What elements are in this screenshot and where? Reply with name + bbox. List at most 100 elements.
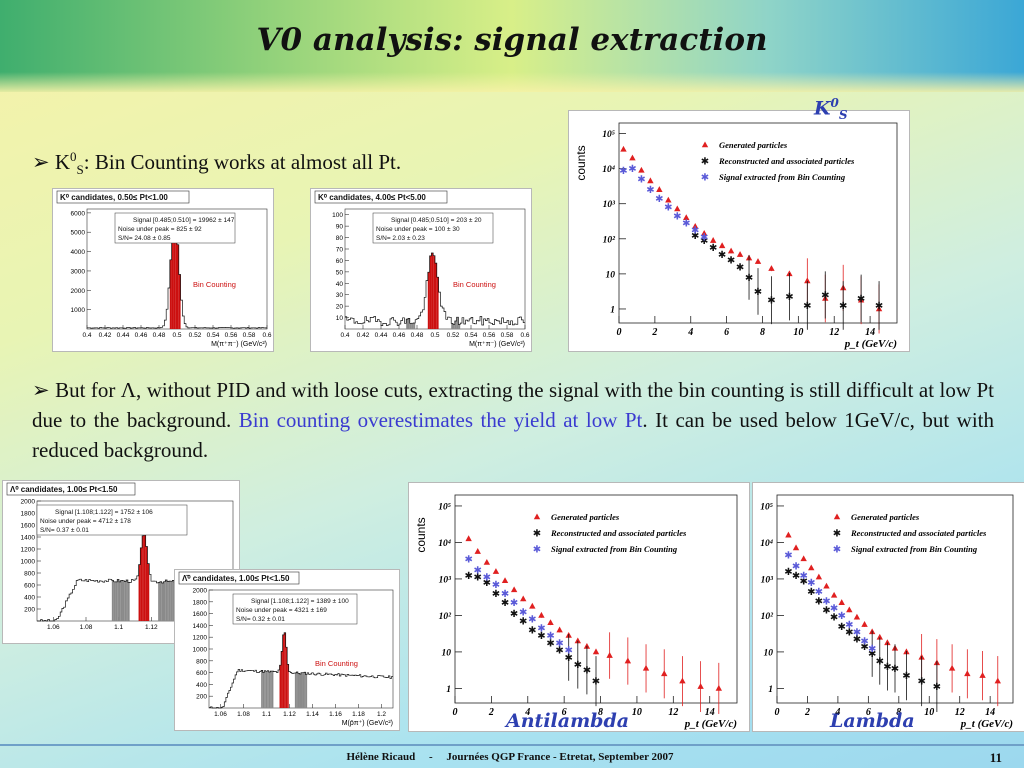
y-tick-label: 400 [24,595,35,602]
hist-bin [115,581,118,621]
x-tick-label: 1.08 [237,711,250,718]
y-tick-label: 1400 [21,535,36,542]
data-point: ✱ [474,565,482,576]
data-point: ✱ [860,636,868,647]
data-point: ✱ [546,631,554,642]
lambda-spectrum-plot: 1 10 10² 10³ 10⁴ 10⁵ 0 2 4 6 8 10 12 14 p_t (GeV/c) Gen… [752,482,1024,732]
footer-text: Hélène Ricaud - Journées QGP France - Et… [300,751,720,763]
data-point: ✱ [838,611,846,622]
x-tick-label: 0.52 [189,332,202,339]
hist-bin [171,231,174,329]
data-point: ✱ [646,185,654,196]
y-tick-label: 2000 [193,588,208,595]
hist-bin [296,671,298,708]
data-point: ✱ [533,545,541,556]
hist-bin [173,216,176,329]
data-point [647,177,654,184]
hist-bin [436,277,439,329]
data-point: ✱ [839,301,847,312]
data-point [492,568,500,574]
data-point: ✱ [830,613,838,624]
data-point: ✱ [933,682,941,693]
data-point [754,258,762,264]
hist-title-box [314,190,448,204]
data-point [853,613,861,620]
hist-bin [117,579,119,621]
data-point [700,230,708,236]
data-point: ✱ [691,226,699,237]
data-point: ✱ [718,250,726,261]
k0s-spectrum-plot: 1 10 10² 10³ 10⁴ 10⁵ 0 2 4 6 8 10 12 14 counts p_t (GeV… [568,110,910,352]
data-point [656,186,663,192]
data-point [679,677,686,684]
data-point [629,154,636,161]
y-tick-label: 4000 [71,249,86,256]
x-tick-label: 0.46 [393,332,406,339]
data-point: ✱ [799,576,807,587]
data-point [674,205,681,212]
spectrum-frame [776,494,1014,704]
spectrum-frame [618,122,898,324]
bullet-arrow-icon: ➢ [32,378,50,402]
data-point [736,251,744,257]
x-tick-label: 1.12 [145,624,158,631]
data-point [792,544,800,551]
y-tick-label: 10³ [603,200,616,210]
hist-stats-line: S/N= 0.32 ± 0.01 [236,616,285,623]
antilambda-histogram: Λ̄⁰ candidates, 1.00≤ Pt<1.50 200 400 600 80… [174,569,400,731]
data-point [465,535,472,542]
data-point [592,648,600,655]
data-point [979,672,986,678]
y-tick-label: 10 [764,648,774,658]
data-point: ✱ [833,545,841,556]
data-point [876,633,883,640]
data-point: ✱ [807,587,815,598]
x-tick-label: 0.48 [411,332,424,339]
data-point: ✱ [792,571,800,582]
hist-bin [279,665,282,708]
hist-bin [456,317,459,329]
data-point [804,277,811,284]
legend-entry: Generated particles [551,512,620,522]
data-point: ✱ [868,644,876,655]
y-tick-label: 10⁵ [760,502,773,512]
x-tick-label: 0.58 [243,332,256,339]
data-point: ✱ [655,194,663,205]
antilambda-spectrum-plot: 1 10 10² 10³ 10⁴ 10⁵ 0 2 4 6 8 10 12 14 counts p_t (GeV… [408,482,750,732]
data-point: ✱ [902,671,910,682]
hist-bin [297,673,300,708]
data-point [701,141,709,148]
y-tick-label: 800 [24,571,35,578]
x-tick-label: 14 [705,707,715,718]
bullet-lambda-highlight: Bin counting overestimates the yield at … [238,408,643,432]
bin-counting-label: Bin Counting [453,280,496,289]
x-tick-label: 14 [985,707,995,718]
hist-bin [268,672,271,708]
y-tick-label: 10⁵ [438,502,451,512]
y-tick-label: 600 [196,670,207,677]
data-point [715,684,723,691]
x-tick-label: 4 [524,707,530,718]
hist-bin [120,580,123,621]
data-point: ✱ [555,646,563,657]
y-tick-label: 1600 [193,611,208,618]
data-point [533,513,541,520]
hist-bin [409,323,412,329]
x-tick-label: 0.54 [465,332,478,339]
data-point: ✱ [492,589,500,600]
data-point [538,611,545,618]
data-point [661,670,668,677]
data-point: ✱ [868,649,876,660]
hist-bin [431,253,434,329]
bullet-k0s-text: : Bin Counting works at almost all Pt. [83,150,402,174]
hist-bin [161,583,164,621]
data-point [510,586,518,593]
x-tick-label: 1.06 [214,711,227,718]
data-point [529,602,536,609]
hist-bin [158,582,160,621]
legend-entry: Signal extracted from Bin Counting [719,172,846,182]
y-tick-label: 40 [336,281,344,288]
data-point: ✱ [815,596,823,607]
hist-bin [427,272,430,329]
y-tick-label: 1600 [21,523,36,530]
